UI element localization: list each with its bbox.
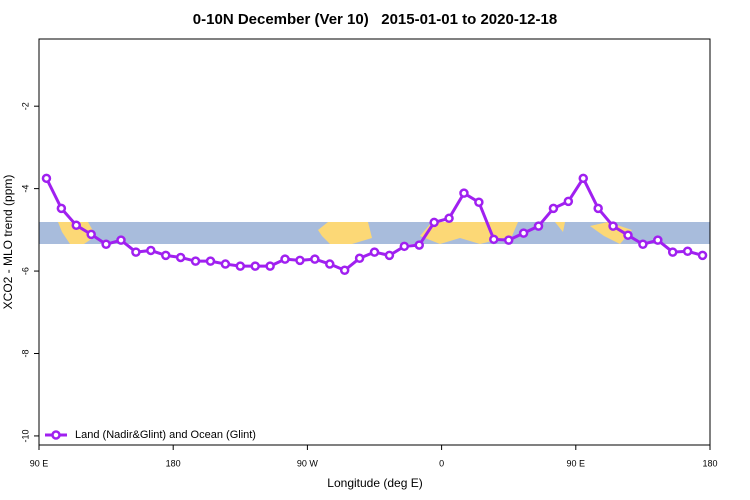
data-point (325, 259, 335, 269)
data-point (459, 188, 469, 198)
data-point (518, 228, 529, 238)
data-point (116, 235, 126, 245)
data-point (384, 250, 395, 261)
plot-frame (38, 38, 711, 446)
data-point (235, 261, 246, 271)
y-tick-label: -10 (20, 429, 30, 442)
data-point (86, 229, 96, 240)
x-tick-label: 90 W (297, 458, 319, 468)
x-tick-label: 180 (702, 458, 717, 468)
y-tick-label: -2 (20, 102, 30, 110)
data-point (653, 235, 663, 245)
chart-title: 0-10N December (Ver 10) 2015-01-01 to 20… (193, 11, 557, 28)
data-point (667, 247, 678, 257)
data-point (503, 235, 514, 245)
data-point (429, 217, 439, 228)
legend-label: Land (Nadir&Glint) and Ocean (Glint) (75, 429, 256, 441)
data-point (146, 245, 156, 256)
data-point (131, 247, 141, 257)
data-point (101, 239, 111, 250)
data-point (369, 247, 380, 257)
data-point (578, 173, 589, 184)
data-point (682, 246, 693, 257)
data-point (474, 197, 484, 207)
x-tick-label: 0 (439, 458, 444, 468)
data-point (489, 234, 499, 245)
data-point (250, 261, 260, 271)
data-point (160, 250, 171, 261)
data-point (295, 255, 305, 266)
x-tick-label: 90 E (30, 458, 49, 468)
data-point (563, 196, 574, 207)
data-point (608, 221, 618, 231)
data-point (41, 173, 52, 184)
y-tick-label: -4 (20, 185, 30, 193)
data-point (310, 254, 320, 264)
data-point (354, 253, 365, 264)
x-axis-label: Longitude (deg E) (327, 476, 422, 490)
data-point (697, 250, 708, 261)
y-tick-label: -6 (20, 267, 30, 275)
data-point (399, 241, 410, 252)
legend-marker (51, 430, 61, 440)
data-point (190, 256, 201, 266)
y-axis-label: XCO2 - MLO trend (ppm) (1, 175, 15, 310)
y-tick-label: -8 (20, 349, 30, 357)
data-point (623, 230, 633, 240)
data-point (220, 259, 231, 269)
data-point (280, 254, 290, 264)
data-point (548, 203, 559, 214)
data-point (339, 265, 350, 275)
x-tick-label: 180 (166, 458, 181, 468)
data-point (593, 203, 603, 214)
x-tick-label: 90 E (567, 458, 586, 468)
data-point (205, 256, 216, 266)
data-point (265, 261, 275, 271)
data-point (175, 252, 186, 263)
data-point (56, 203, 67, 214)
data-point (638, 239, 648, 250)
data-point (414, 240, 424, 250)
data-point (533, 221, 544, 231)
data-point (444, 213, 454, 224)
data-point (71, 220, 82, 231)
